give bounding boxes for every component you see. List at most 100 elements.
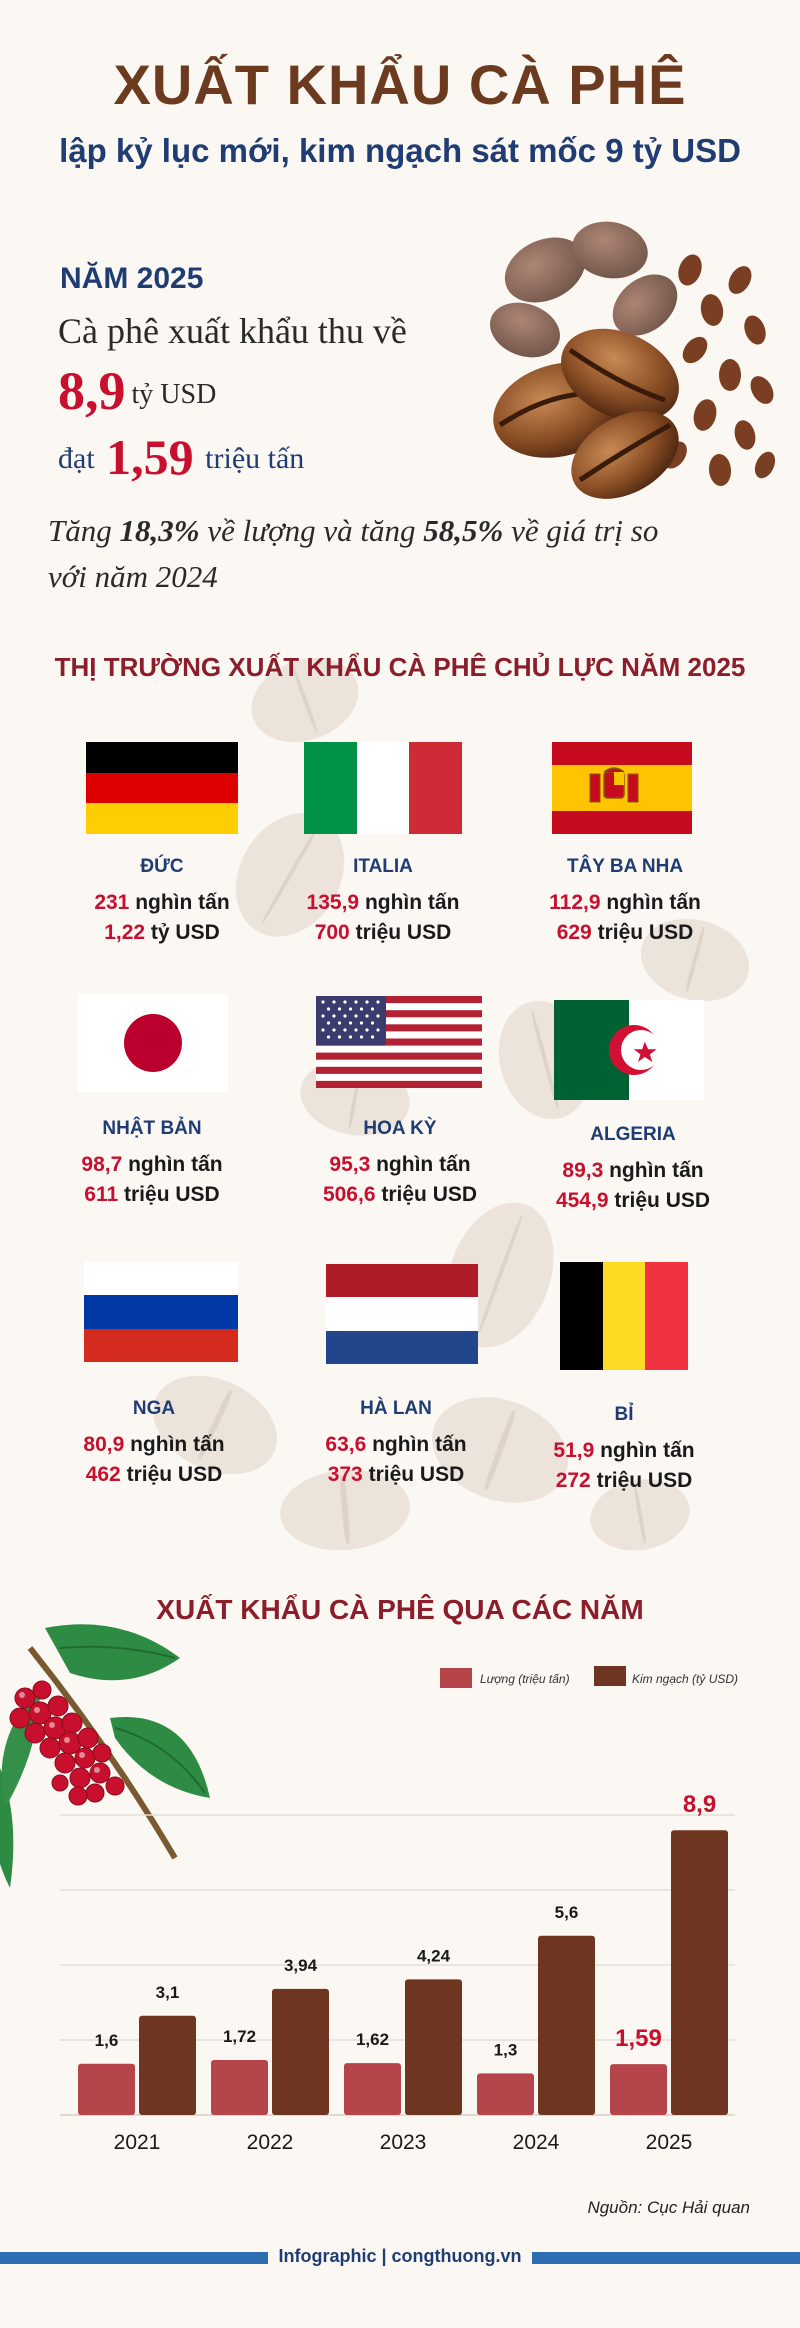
bar-value [671,1830,728,2115]
market-name: NHẬT BẢN [102,1118,202,1139]
market-volume-unit: nghìn tấn [130,1433,225,1456]
market-volume-unit: nghìn tấn [606,891,701,914]
market-value-unit: triệu USD [596,1469,693,1492]
bar-value [272,1988,329,2115]
algeria-flag [554,1000,704,1100]
footer-bar-left [0,2252,268,2264]
market-card-algeria: ALGERIA 89,3 nghìn tấn 454,9 triệu USD [523,1124,743,1216]
market-value: 373 triệu USD [286,1460,506,1490]
market-value: 700 triệu USD [273,918,493,948]
market-volume-unit: nghìn tấn [135,891,230,914]
data-label-volume: 1,72 [223,2027,256,2046]
usa-flag [316,996,482,1088]
market-value-number: 1,22 [104,921,146,944]
market-value-unit: triệu USD [381,1183,478,1206]
x-tick-label: 2023 [380,2131,427,2154]
russia-flag [84,1262,238,1362]
market-name: HÀ LAN [360,1398,432,1419]
market-volume: 51,9 nghìn tấn [514,1436,734,1466]
market-value-number: 373 [327,1463,363,1486]
spain-flag [552,742,692,834]
market-value-number: 272 [555,1469,591,1492]
export-value-number: 8,9 [58,361,126,421]
bar-value [538,1935,595,2115]
market-volume-number: 135,9 [306,891,360,914]
data-label-volume: 1,6 [95,2031,119,2050]
footer-credit: Infographic | congthuong.vn [0,2246,800,2267]
market-value-unit: triệu USD [126,1463,223,1486]
market-card-japan: NHẬT BẢN 98,7 nghìn tấn 611 triệu USD [42,1118,262,1210]
year-label: NĂM 2025 [60,262,204,295]
data-label-value: 5,6 [555,1903,579,1922]
summary-line: Cà phê xuất khẩu thu về [58,311,407,351]
growth-text-part: về lượng và tăng [199,513,424,548]
market-value-unit: triệu USD [124,1183,220,1206]
market-volume-unit: nghìn tấn [609,1159,704,1182]
market-card-netherlands: HÀ LAN 63,6 nghìn tấn 373 triệu USD [286,1398,506,1490]
data-label-volume: 1,62 [356,2030,389,2049]
market-card-usa: HOA KỲ 95,3 nghìn tấn 506,6 triệu USD [290,1118,510,1210]
legend-label-value: Kim ngạch (tỷ USD) [632,1672,739,1686]
data-label-value: 4,24 [417,1946,451,1965]
market-volume-number: 51,9 [553,1439,595,1462]
data-label-value: 3,1 [156,1983,180,2002]
market-value-unit: triệu USD [368,1463,465,1486]
market-name: BỈ [614,1404,634,1425]
growth-text: Tăng 18,3% về lượng và tăng 58,5% về giá… [48,508,688,600]
footer-credit-text: Infographic | congthuong.vn [268,2246,532,2266]
page-title: XUẤT KHẨU CÀ PHÊ [113,53,687,116]
market-value: 272 triệu USD [514,1466,734,1496]
x-tick-label: 2024 [513,2131,560,2154]
export-volume-unit: triệu tấn [205,442,305,475]
market-name: TÂY BA NHA [566,856,684,877]
x-tick-label: 2021 [114,2131,161,2154]
bar-value [139,2015,196,2115]
export-volume: đạt 1,59 triệu tấn [58,428,304,486]
italy-flag [304,742,462,834]
market-volume-unit: nghìn tấn [364,891,460,914]
market-card-germany: ĐỨC 231 nghìn tấn 1,22 tỷ USD [52,856,272,948]
market-volume-number: 95,3 [329,1153,371,1176]
page-subtitle: lập kỷ lục mới, kim ngạch sát mốc 9 tỷ U… [59,132,741,169]
germany-flag [86,742,238,834]
market-volume: 95,3 nghìn tấn [290,1150,510,1180]
market-value: 462 triệu USD [44,1460,264,1490]
export-volume-number: 1,59 [106,429,194,485]
x-tick-label: 2022 [247,2131,294,2154]
market-value: 611 triệu USD [42,1180,262,1210]
source-note: Nguồn: Cục Hải quan [587,2198,750,2217]
coffee-branch-illustration [0,1624,210,1888]
netherlands-flag [326,1264,478,1364]
market-value: 454,9 triệu USD [523,1186,743,1216]
bar-volume [610,2064,667,2115]
market-value-number: 700 [314,921,350,944]
legend-swatch-value [594,1666,626,1686]
market-volume: 98,7 nghìn tấn [42,1150,262,1180]
growth-value: 58,5% [423,513,504,548]
market-value: 1,22 tỷ USD [52,918,272,948]
market-volume: 135,9 nghìn tấn [273,888,493,918]
footer-bar-right [532,2252,800,2264]
market-volume-number: 112,9 [549,891,601,914]
growth-text-part: Tăng [48,513,120,548]
market-volume: 112,9 nghìn tấn [515,888,735,918]
export-value-unit: tỷ USD [131,379,217,410]
bar-volume [344,2063,401,2115]
market-volume: 231 nghìn tấn [52,888,272,918]
markets-title: THỊ TRƯỜNG XUẤT KHẨU CÀ PHÊ CHỦ LỰC NĂM … [54,652,746,682]
legend-label-volume: Lượng (triệu tấn) [480,1672,570,1686]
growth-text-part: về giá trị so với năm 2024 [48,513,659,594]
data-label-value: 3,94 [284,1956,318,1975]
market-volume-unit: nghìn tấn [600,1439,695,1462]
export-bar-chart: 1,6 3,1 2021 1,72 3,94 2022 1,62 4,24 2023 1,3 5,6… [60,1791,735,2154]
export-volume-prefix: đạt [58,442,95,475]
market-volume-unit: nghìn tấn [376,1153,471,1176]
export-value: 8,9 tỷ USD [58,360,216,422]
growth-volume: 18,3% [119,513,200,548]
market-name: HOA KỲ [363,1118,437,1139]
market-card-italy: ITALIA 135,9 nghìn tấn 700 triệu USD [273,856,493,948]
market-volume-number: 89,3 [562,1159,604,1182]
legend-swatch-volume [440,1668,472,1688]
market-name: NGA [132,1398,176,1419]
market-value: 629 triệu USD [515,918,735,948]
